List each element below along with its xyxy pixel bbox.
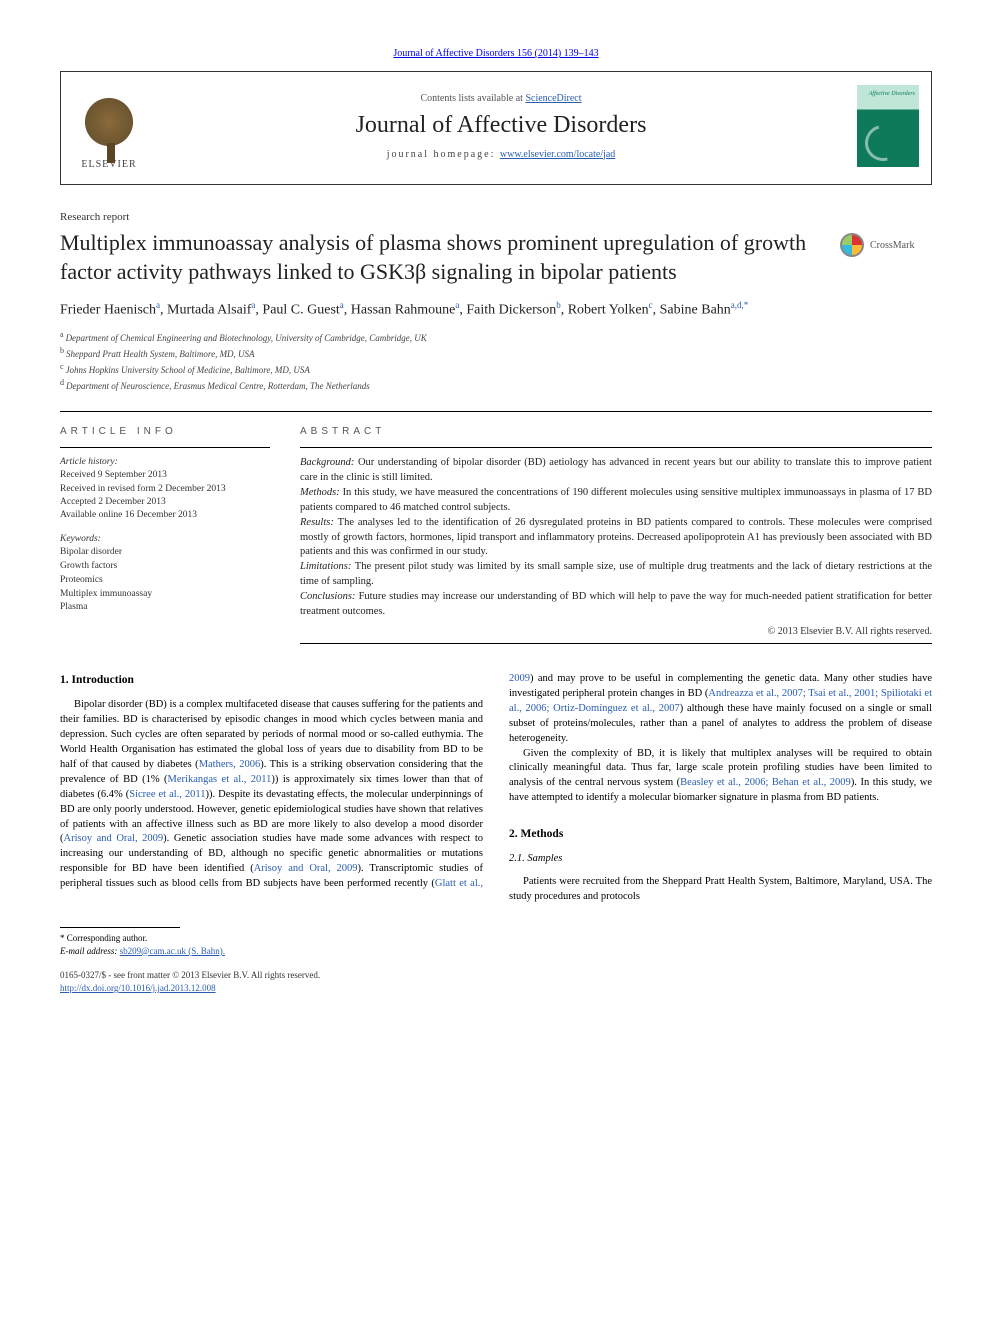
- divider: [300, 447, 932, 448]
- abstract-copyright: © 2013 Elsevier B.V. All rights reserved…: [300, 626, 932, 637]
- abstract-body: Background: Our understanding of bipolar…: [300, 456, 932, 620]
- header-citation[interactable]: Journal of Affective Disorders 156 (2014…: [60, 48, 932, 59]
- journal-cover-thumb: Affective Disorders: [857, 85, 919, 167]
- citation-link[interactable]: Merikangas et al., 2011: [168, 774, 272, 785]
- crossmark-badge[interactable]: CrossMark: [840, 233, 932, 257]
- divider: [300, 643, 932, 644]
- citation-link[interactable]: Sicree et al., 2011: [129, 789, 205, 800]
- affiliations: aDepartment of Chemical Engineering and …: [60, 329, 932, 393]
- journal-name: Journal of Affective Disorders: [157, 112, 845, 139]
- abstract-head: ABSTRACT: [300, 426, 932, 437]
- homepage-link[interactable]: www.elsevier.com/locate/jad: [500, 149, 615, 160]
- article-title: Multiplex immunoassay analysis of plasma…: [60, 229, 822, 286]
- journal-homepage: journal homepage: www.elsevier.com/locat…: [157, 149, 845, 160]
- divider: [60, 447, 270, 448]
- journal-header: ELSEVIER Contents lists available at Sci…: [60, 71, 932, 185]
- keywords: Keywords: Bipolar disorder Growth factor…: [60, 533, 270, 616]
- tree-icon: [81, 95, 137, 155]
- email-link[interactable]: sb209@cam.ac.uk (S. Bahn).: [120, 946, 225, 956]
- crossmark-icon: [840, 233, 864, 257]
- corresponding-author-note: * Corresponding author. E-mail address: …: [60, 927, 932, 957]
- contents-line: Contents lists available at ScienceDirec…: [157, 93, 845, 104]
- doi-block: 0165-0327/$ - see front matter © 2013 El…: [60, 969, 932, 994]
- citation-link[interactable]: Beasley et al., 2006; Behan et al., 2009: [680, 777, 851, 788]
- swirl-icon: [858, 118, 907, 167]
- sciencedirect-link[interactable]: ScienceDirect: [525, 93, 581, 104]
- elsevier-logo: ELSEVIER: [73, 82, 145, 170]
- citation-link[interactable]: Arisoy and Oral, 2009: [254, 863, 358, 874]
- methods-heading: 2. Methods: [509, 826, 932, 842]
- article-type: Research report: [60, 211, 932, 223]
- authors: Frieder Haenischa, Murtada Alsaifa, Paul…: [60, 300, 932, 319]
- intro-heading: 1. Introduction: [60, 672, 483, 688]
- samples-subheading: 2.1. Samples: [509, 852, 932, 867]
- doi-link[interactable]: http://dx.doi.org/10.1016/j.jad.2013.12.…: [60, 983, 216, 993]
- body-columns: 1. Introduction Bipolar disorder (BD) is…: [60, 672, 932, 905]
- citation-link[interactable]: Mathers, 2006: [199, 759, 261, 770]
- article-history: Article history: Received 9 September 20…: [60, 456, 270, 522]
- citation-link[interactable]: Arisoy and Oral, 2009: [64, 833, 164, 844]
- article-info-head: ARTICLE INFO: [60, 426, 270, 437]
